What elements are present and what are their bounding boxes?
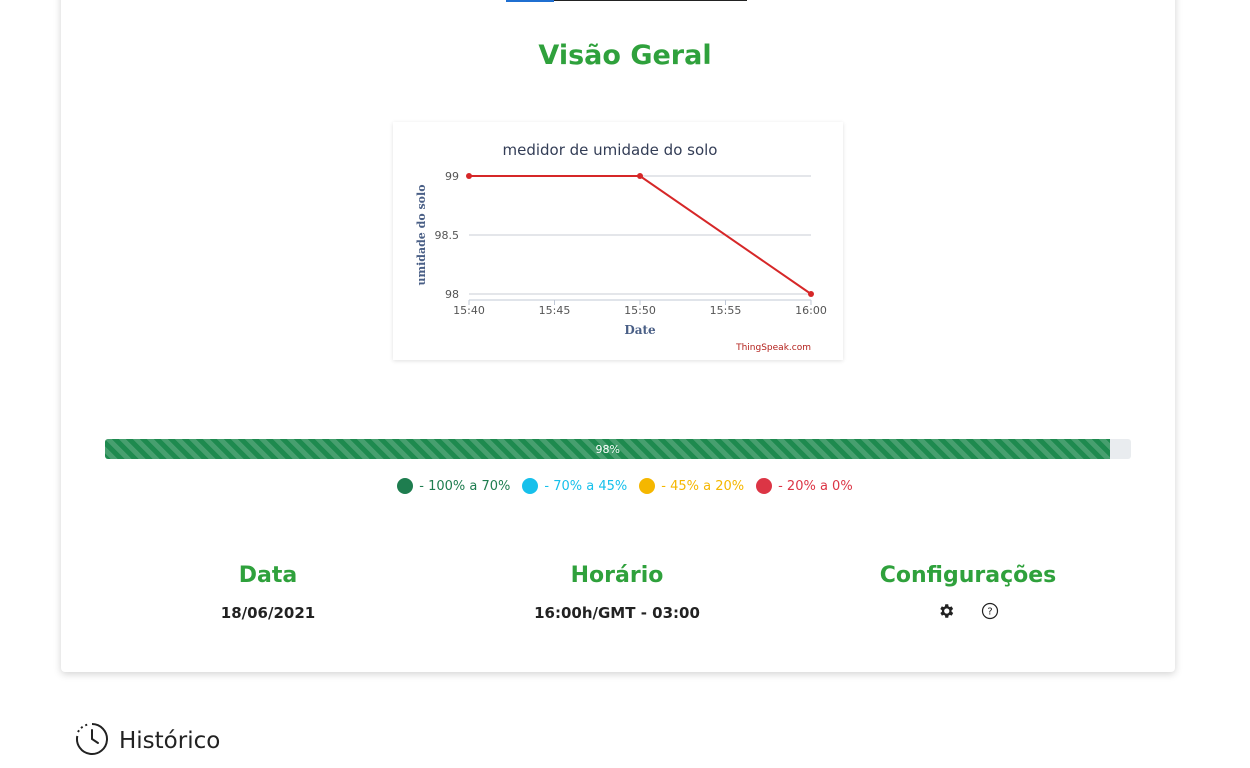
page-title: Visão Geral	[538, 40, 712, 71]
progress-label: 98%	[595, 442, 620, 456]
history-label: Histórico	[119, 728, 221, 754]
help-icon[interactable]: ?	[981, 602, 999, 624]
y-tick-label: 98	[445, 288, 459, 301]
data-point	[808, 291, 814, 297]
history-link[interactable]: Histórico	[75, 722, 220, 760]
x-axis-label: Date	[624, 323, 656, 337]
date-section: Data 18/06/2021	[88, 563, 448, 622]
legend-dot	[756, 478, 773, 494]
legend-label: - 45% a 20%	[661, 478, 745, 494]
legend-item: - 100% a 70%	[397, 478, 510, 494]
legend-dot	[522, 478, 539, 494]
legend-label: - 70% a 45%	[544, 478, 628, 494]
y-tick-label: 98.5	[435, 229, 460, 242]
y-tick-label: 99	[445, 170, 459, 183]
date-heading: Data	[238, 563, 298, 588]
data-point	[466, 173, 472, 179]
chart-title: medidor de umidade do solo	[502, 141, 717, 159]
svg-text:?: ?	[987, 607, 992, 618]
x-tick-label: 15:50	[624, 304, 656, 317]
tab-indicator	[506, 0, 747, 2]
legend-label: - 100% a 70%	[419, 478, 511, 494]
x-tick-label: 15:45	[539, 304, 571, 317]
y-axis-label: umidade do solo	[415, 184, 428, 285]
x-tick-label: 15:40	[453, 304, 485, 317]
data-point	[637, 173, 643, 179]
legend-item: - 20% a 0%	[756, 478, 853, 494]
legend-dot	[397, 478, 414, 494]
legend-item: - 70% a 45%	[522, 478, 627, 494]
time-section: Horário 16:00h/GMT - 03:00	[437, 563, 797, 622]
gear-icon[interactable]	[937, 602, 955, 624]
moisture-progress-bar: 98%	[105, 439, 1131, 459]
chart-credit: ThingSpeak.com	[735, 343, 811, 353]
x-tick-label: 15:55	[710, 304, 742, 317]
date-value: 18/06/2021	[220, 604, 316, 622]
time-value: 16:00h/GMT - 03:00	[534, 604, 700, 622]
settings-section: Configurações ?	[788, 563, 1148, 624]
legend-item: - 45% a 20%	[639, 478, 744, 494]
moisture-legend: - 100% a 70% - 70% a 45% - 45% a 20% - 20% …	[0, 478, 1250, 494]
x-tick-label: 16:00	[795, 304, 827, 317]
clock-icon	[75, 722, 109, 760]
settings-heading: Configurações	[879, 563, 1057, 588]
progress-fill: 98%	[105, 439, 1111, 459]
legend-label: - 20% a 0%	[778, 478, 853, 494]
legend-dot	[639, 478, 656, 494]
time-heading: Horário	[570, 563, 664, 588]
soil-moisture-chart: medidor de umidade do solo 98 98.5 99 15:40 1…	[393, 122, 843, 360]
chart-svg: medidor de umidade do solo 98 98.5 99 15:40 1…	[415, 141, 827, 353]
